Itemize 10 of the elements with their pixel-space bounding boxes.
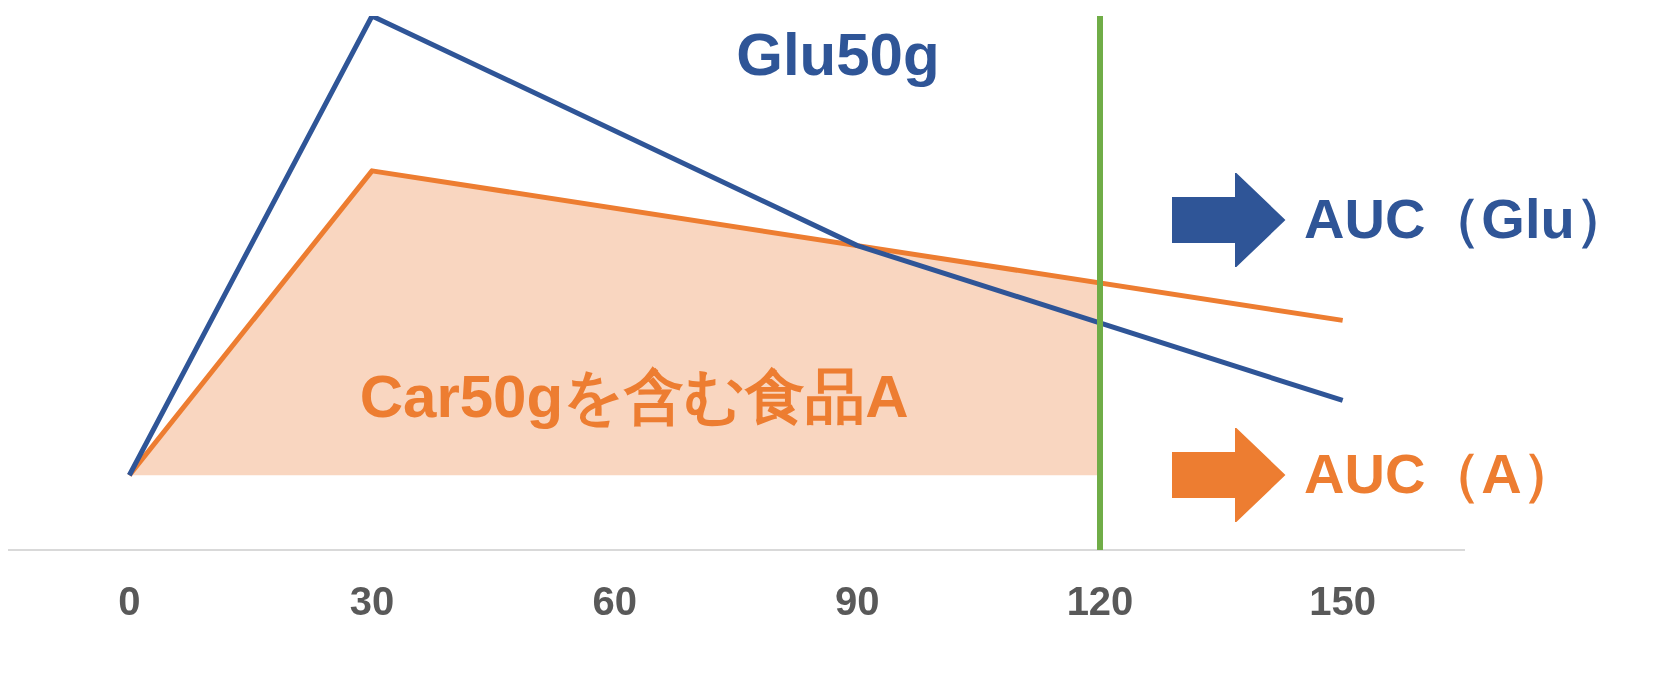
x-tick-label: 150	[1309, 579, 1377, 624]
x-tick-label: 120	[1066, 579, 1134, 624]
annotation: AUC（A）	[1304, 441, 1578, 507]
series-label: Car50gを含む食品A	[359, 363, 909, 431]
series-label: Glu50g	[736, 21, 940, 89]
x-tick-label: 0	[118, 579, 141, 624]
x-tick-label: 60	[592, 579, 637, 624]
annotation: AUC（Glu）	[1304, 186, 1631, 252]
x-tick-label: 30	[349, 579, 395, 624]
x-tick-label: 90	[835, 579, 880, 624]
